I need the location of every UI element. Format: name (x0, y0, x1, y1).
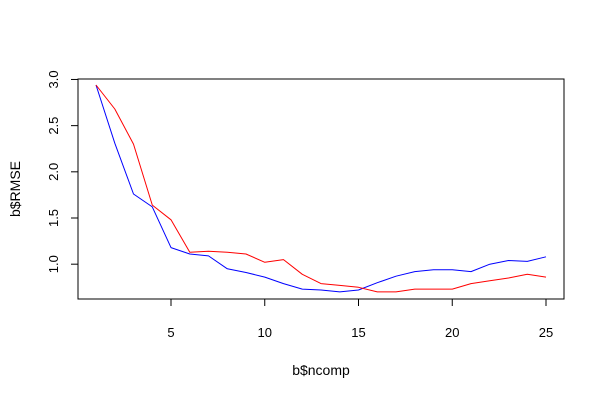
series-line-2 (95, 84, 547, 293)
series-line-1 (95, 84, 547, 293)
x-tick-label: 10 (258, 325, 272, 340)
x-tick-label: 25 (539, 325, 553, 340)
plot-frame (77, 78, 565, 300)
x-tick-label: 20 (445, 325, 459, 340)
x-tick-label: 5 (167, 325, 174, 340)
y-axis: 1.0 1.5 2.0 2.5 3.0 (46, 70, 79, 273)
x-axis: 5 10 15 20 25 (167, 298, 553, 340)
series-layer (95, 84, 547, 293)
y-tick-label: 1.5 (46, 209, 61, 227)
y-tick-label: 2.5 (46, 117, 61, 135)
x-tick-label: 15 (351, 325, 365, 340)
y-tick-label: 1.0 (46, 255, 61, 273)
y-tick-label: 3.0 (46, 70, 61, 88)
x-axis-label: b$ncomp (292, 362, 350, 378)
y-axis-label: b$RMSE (7, 161, 23, 217)
y-tick-label: 2.0 (46, 163, 61, 181)
